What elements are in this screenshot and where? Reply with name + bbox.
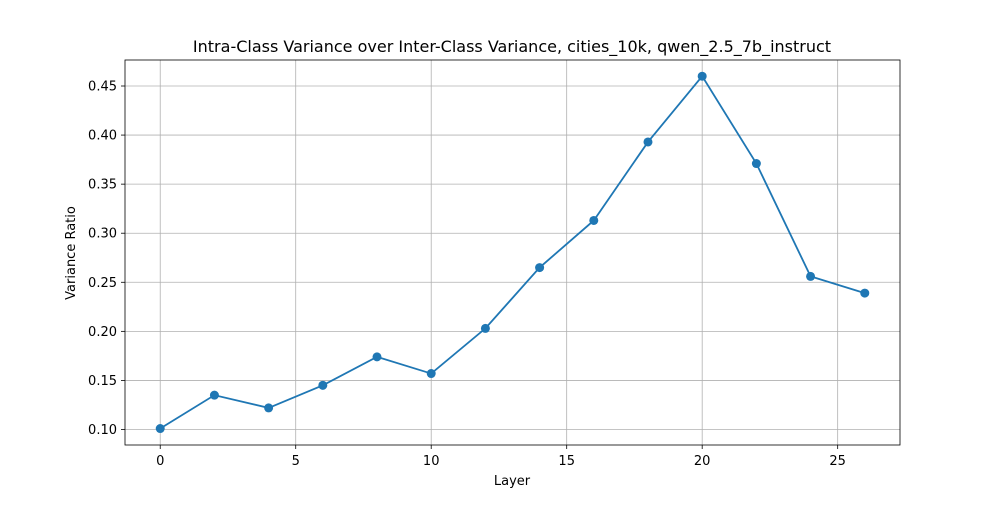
axes [124,59,901,446]
data-point [697,71,707,81]
y-axis-ticks: 0.10 0.15 0.20 0.25 0.30 0.35 0.40 0.45 [88,80,125,438]
x-tick-label: 15 [558,454,575,469]
data-point [372,352,382,362]
x-tick-label: 5 [292,454,300,469]
series [155,71,870,434]
data-point [806,271,816,281]
y-tick-label: 0.25 [88,276,117,291]
data-point [155,424,165,434]
x-tick-label: 25 [829,454,846,469]
data-point [589,215,599,225]
data-point [535,263,545,273]
data-point [426,369,436,379]
x-axis-label: Layer [494,474,531,489]
series-line [159,74,866,430]
y-tick-label: 0.20 [88,325,117,340]
data-point [318,380,328,390]
data-point [751,159,761,169]
data-point [643,137,653,147]
data-point [209,390,219,400]
x-tick-label: 10 [423,454,440,469]
y-tick-label: 0.35 [88,178,117,193]
y-tick-label: 0.30 [88,227,117,242]
plot-frame [124,59,901,446]
data-point [860,288,870,298]
chart-title: Intra-Class Variance over Inter-Class Va… [193,37,831,57]
data-point [480,323,490,333]
grid [125,60,900,445]
y-axis-label: Variance Ratio [64,206,79,300]
y-tick-label: 0.45 [88,80,117,95]
x-tick-label: 0 [156,454,164,469]
data-point [264,403,274,413]
x-tick-label: 20 [694,454,711,469]
y-tick-label: 0.40 [88,129,117,144]
x-axis-ticks: 0 5 10 15 20 25 [156,445,846,469]
y-tick-label: 0.15 [88,374,117,389]
y-tick-label: 0.10 [88,423,117,438]
